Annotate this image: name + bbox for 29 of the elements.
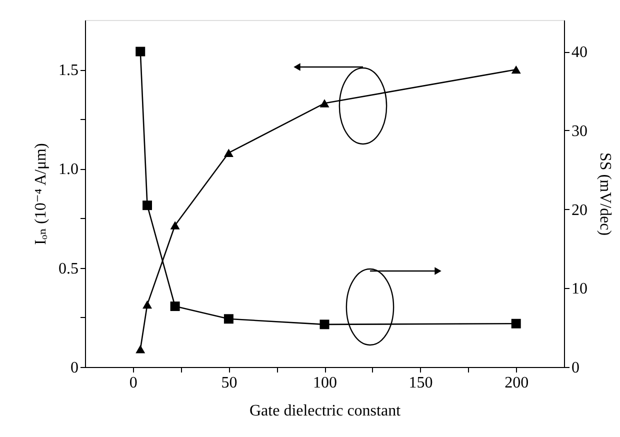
point: [320, 99, 330, 108]
y2-tick-label: 30: [572, 122, 588, 140]
x-tick-label: 0: [129, 374, 138, 392]
y2-tick-label: 40: [572, 44, 588, 62]
point: [170, 302, 180, 312]
y2-axis-title: SS (mV/dec): [596, 152, 614, 236]
point: [136, 46, 146, 56]
x-tick-label: 100: [313, 374, 337, 392]
point: [142, 300, 152, 309]
y-tick-label: 1.5: [58, 62, 78, 80]
point: [224, 148, 234, 157]
y-tick-label: 0.5: [58, 260, 78, 278]
y-axis-title: Iₒₙ (10⁻⁴ A/μm): [32, 143, 50, 245]
point: [224, 314, 234, 324]
y2-tick-label: 10: [572, 280, 588, 298]
y2-tick-label: 0: [572, 360, 580, 376]
x-tick-label: 150: [408, 374, 433, 392]
point: [142, 200, 152, 210]
point: [511, 65, 521, 74]
x-tick-label: 200: [504, 374, 529, 392]
point: [511, 318, 521, 328]
y-tick-label: 1.0: [58, 161, 78, 178]
y-tick-label: 0: [70, 360, 78, 376]
x-axis-title: Gate dielectric constant: [249, 402, 402, 420]
y2-tick-label: 20: [572, 202, 588, 219]
point: [136, 345, 146, 354]
x-tick-label: 50: [221, 374, 238, 392]
point: [170, 221, 180, 230]
point: [320, 320, 330, 330]
